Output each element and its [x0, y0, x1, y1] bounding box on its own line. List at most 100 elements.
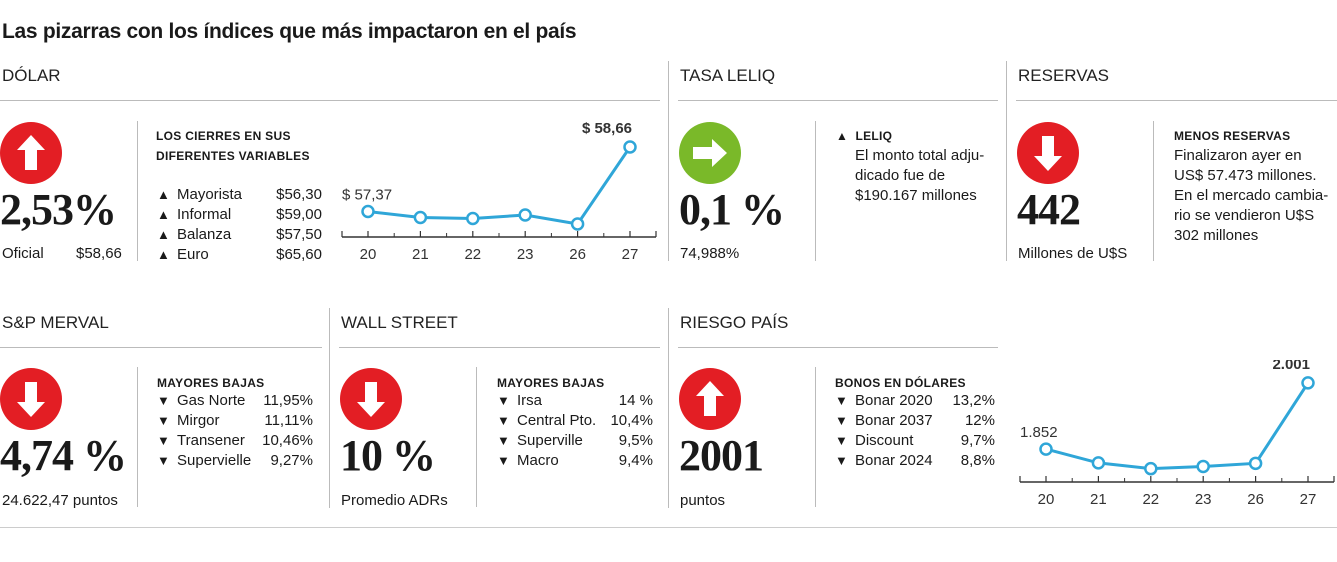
x-tick-label: 20 [1038, 491, 1055, 508]
row-value: $57,50 [276, 226, 322, 243]
dolar-main-value: 2,53% [0, 185, 117, 234]
page-title: Las pizarras con los índices que más imp… [2, 20, 577, 43]
data-point [466, 211, 480, 226]
table-row: ▼ Mirgor 11,11% [157, 411, 313, 431]
row-name: Bonar 2024 [855, 452, 933, 469]
text-line: El monto total adju- [855, 147, 985, 164]
table-row: ▼ Gas Norte 11,95% [157, 391, 313, 411]
table-row: ▲ Euro $65,60 [157, 245, 322, 265]
arrow-up-icon [0, 122, 62, 184]
divider [668, 308, 669, 508]
row-value: 12% [964, 412, 995, 429]
table-row: ▼ Bonar 2024 8,8% [835, 451, 995, 471]
row-mark: ▼ [157, 433, 170, 448]
row-value: 11,95% [263, 392, 313, 409]
merval-header: MAYORES BAJAS [157, 376, 265, 390]
reservas-main-value: 442 [1017, 185, 1081, 234]
row-name: Gas Norte [177, 392, 246, 409]
text-line: 302 millones [1174, 227, 1259, 244]
arrow-up-icon [679, 368, 741, 430]
x-tick-label: 22 [1142, 491, 1159, 508]
data-point [1039, 442, 1053, 456]
dolar-sub-value: $58,66 [76, 245, 122, 262]
series-line [367, 146, 632, 226]
row-mark: ▼ [835, 393, 848, 408]
row-mark: ▼ [157, 393, 170, 408]
reservas-sub-label: Millones de U$S [1018, 245, 1128, 262]
table-row: ▲ Informal $59,00 [157, 205, 322, 225]
row-value: 13,2% [952, 392, 995, 409]
data-point [518, 208, 532, 222]
row-value: $59,00 [276, 206, 322, 223]
x-tick-label: 26 [569, 246, 586, 263]
divider [476, 367, 477, 507]
riesgo-section-label: RIESGO PAÍS [680, 313, 789, 332]
x-tick-label: 27 [1300, 491, 1317, 508]
arrow-down-icon [340, 368, 402, 430]
x-tick-label: 20 [360, 246, 377, 263]
table-row: ▼ Bonar 2020 13,2% [835, 391, 995, 411]
riesgo-header: BONOS EN DÓLARES [835, 376, 966, 390]
row-mark: ▼ [157, 453, 170, 468]
reservas-text: Finalizaron ayer en US$ 57.473 millones. E… [1174, 146, 1328, 246]
data-point [361, 204, 375, 219]
leliq-header: ▲ LELIQ [836, 129, 893, 143]
riesgo-main-value: 2001 [679, 431, 764, 480]
row-name: Discount [855, 432, 914, 449]
data-point [623, 140, 637, 154]
divider [0, 347, 322, 348]
x-tick-label: 21 [412, 246, 429, 263]
row-value: 11,11% [264, 412, 313, 429]
text-line: rio se vendieron U$S [1174, 207, 1315, 224]
divider [815, 367, 816, 507]
dolar-line-chart: 20 21 22 23 26 27 $ 57,37 $ 58,66 [341, 120, 657, 263]
row-mark: ▼ [157, 413, 170, 428]
table-row: ▼ Bonar 2037 12% [835, 411, 995, 431]
wallstreet-table: ▼ Irsa 14 % ▼ Central Pto. 10,4% ▼ Superville 9,… [497, 391, 653, 471]
divider [329, 308, 330, 508]
row-value: 9,7% [960, 432, 995, 449]
row-name: Superville [517, 432, 583, 449]
leliq-sub-label: 74,988% [680, 245, 740, 262]
wallstreet-header: MAYORES BAJAS [497, 376, 605, 390]
data-point [1144, 461, 1158, 476]
bottom-divider [0, 527, 1337, 528]
merval-sub-label: 24.622,47 puntos [2, 492, 118, 509]
row-name: Supervielle [177, 452, 252, 469]
divider [1006, 61, 1007, 261]
series-line [1045, 382, 1310, 471]
row-mark: ▼ [497, 453, 510, 468]
wallstreet-section-label: WALL STREET [341, 313, 458, 332]
riesgo-table: ▼ Bonar 2020 13,2% ▼ Bonar 2037 12% ▼ Discount 9… [835, 391, 995, 471]
divider [1016, 100, 1337, 101]
divider [1153, 121, 1154, 261]
merval-main-value: 4,74 % [0, 431, 127, 480]
arrow-down-icon [0, 368, 62, 430]
table-row: ▼ Macro 9,4% [497, 451, 653, 471]
row-mark: ▲ [157, 187, 170, 202]
row-mark: ▲ [157, 227, 170, 242]
leliq-text: El monto total adju-dicado fue de $190.16… [855, 146, 984, 206]
row-value: 8,8% [960, 452, 995, 469]
x-tick-label: 26 [1247, 491, 1264, 508]
row-value: 9,4% [618, 452, 653, 469]
data-label: 1.852 [1020, 424, 1058, 441]
dolar-sub-label: Oficial [2, 245, 44, 262]
row-name: Central Pto. [517, 412, 597, 429]
data-point [1301, 376, 1315, 390]
table-row: ▲ Mayorista $56,30 [157, 185, 322, 205]
merval-section-label: S&P MERVAL [2, 313, 109, 332]
row-name: Bonar 2020 [855, 392, 933, 409]
table-row: ▼ Discount 9,7% [835, 431, 995, 451]
row-name: Mayorista [177, 186, 243, 203]
dolar-table-header: LOS CIERRES EN SUS DIFERENTES VARIABLES [156, 129, 310, 163]
x-tick-label: 21 [1090, 491, 1107, 508]
data-point [570, 217, 585, 231]
row-mark: ▼ [835, 413, 848, 428]
riesgo-line-chart: 20 21 22 23 26 27 1.852 2.001 [1019, 360, 1335, 508]
row-value: 9,27% [270, 452, 313, 469]
row-value: 10,46% [262, 432, 313, 449]
divider [339, 347, 660, 348]
x-tick-label: 23 [1195, 491, 1212, 508]
divider [0, 100, 660, 101]
